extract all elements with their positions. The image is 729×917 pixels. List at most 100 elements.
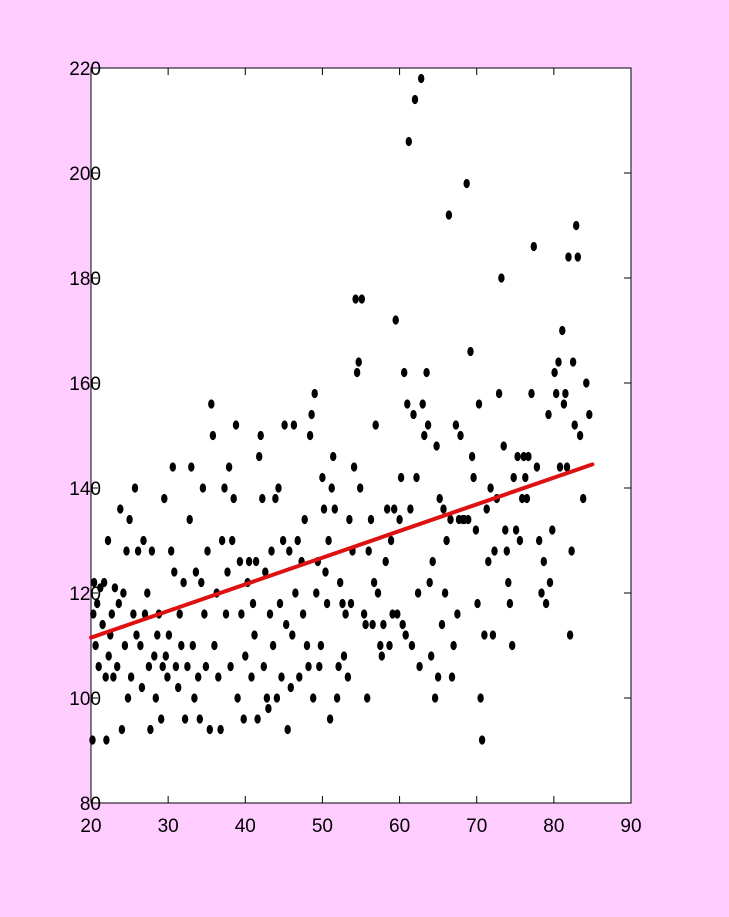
scatter-point (549, 525, 556, 535)
scatter-point (350, 462, 358, 472)
scatter-point (152, 693, 159, 703)
scatter-point (382, 556, 389, 567)
scatter-point (189, 640, 196, 651)
scatter-point (266, 609, 274, 619)
scatter-point (306, 430, 314, 441)
scatter-point (301, 514, 308, 525)
scatter-point (123, 546, 130, 556)
scatter-point (268, 546, 275, 556)
scatter-point (489, 630, 497, 640)
scatter-point (260, 661, 267, 672)
x-tick-label: 70 (466, 816, 487, 837)
scatter-point (290, 420, 298, 430)
scatter-point (262, 567, 269, 577)
scatter-point (344, 672, 352, 682)
scatter-point (325, 535, 332, 546)
scatter-point (568, 546, 575, 556)
x-tick-label: 40 (235, 816, 256, 837)
y-tick-label: 80 (80, 794, 101, 815)
scatter-point (137, 640, 144, 651)
scatter-point (115, 598, 123, 609)
scatter-point (172, 661, 180, 672)
scatter-point (475, 399, 483, 409)
scatter-point (545, 409, 552, 420)
scatter-point (162, 651, 169, 661)
scatter-point (407, 504, 414, 514)
scatter-point (514, 451, 521, 462)
scatter-point (429, 556, 436, 567)
scatter-point (281, 420, 288, 430)
scatter-point (387, 535, 395, 546)
scatter-point (364, 693, 371, 703)
scatter-point (331, 504, 338, 514)
scatter-point (120, 588, 127, 598)
scatter-point (199, 483, 207, 493)
scatter-point (148, 546, 156, 556)
scatter-point (374, 588, 382, 598)
scatter-point (411, 94, 419, 105)
scatter-point (397, 472, 405, 483)
scatter-point (158, 714, 165, 724)
scatter-point (195, 672, 202, 682)
scatter-point (144, 588, 151, 598)
scatter-point (313, 588, 320, 598)
scatter-point (279, 535, 287, 546)
scatter-point (126, 514, 133, 525)
scatter-point (571, 420, 578, 430)
regression-line (89, 462, 595, 640)
scatter-point (138, 682, 146, 693)
scatter-point (192, 567, 200, 577)
scatter-point (100, 577, 108, 588)
scatter-point (326, 714, 334, 724)
scatter-point (487, 483, 494, 493)
scatter-point (485, 556, 492, 567)
scatter-point (519, 493, 526, 504)
scatter-point (500, 441, 507, 451)
scatter-point (434, 672, 442, 682)
scatter-point (414, 588, 422, 598)
x-tick-label: 50 (312, 816, 333, 837)
scatter-point (254, 714, 261, 724)
scatter-point (165, 630, 173, 640)
scatter-point (565, 252, 572, 262)
scatter-point (389, 609, 396, 619)
scatter-point (294, 535, 301, 546)
scatter-point (553, 388, 560, 399)
scatter-point (265, 703, 272, 714)
scatter-point (217, 724, 224, 735)
scatter-point (377, 640, 384, 651)
scatter-point (498, 273, 505, 283)
scatter-point (384, 504, 391, 514)
scatter-point (227, 661, 234, 672)
scatter-point (206, 724, 213, 735)
scatter-point (413, 472, 420, 483)
scatter-point (346, 514, 353, 525)
scatter-point (114, 661, 121, 672)
scatter-point (211, 640, 218, 651)
scatter-point (178, 640, 185, 651)
scatter-point (225, 462, 233, 472)
scatter-point (221, 483, 228, 493)
x-tick-label: 80 (543, 816, 564, 837)
scatter-point (249, 598, 257, 609)
scatter-point (355, 357, 362, 367)
scatter-point (394, 609, 401, 619)
scatter-point (576, 430, 584, 441)
scatter-point (154, 630, 161, 640)
scatter-point (401, 367, 408, 378)
scatter-point (445, 210, 453, 220)
scatter-point (188, 462, 195, 472)
scatter-point (118, 724, 126, 735)
scatter-point (533, 462, 541, 472)
scatter-point (151, 651, 158, 661)
scatter-point (287, 682, 294, 693)
scatter-point (399, 619, 406, 630)
scatter-point (528, 388, 535, 399)
x-tick-label: 90 (620, 816, 641, 837)
scatter-point (502, 525, 509, 535)
scatter-point (358, 294, 365, 304)
scatter-point (108, 609, 116, 619)
scatter-point (273, 693, 281, 703)
scatter-point (299, 609, 307, 619)
scatter-point (164, 672, 171, 682)
